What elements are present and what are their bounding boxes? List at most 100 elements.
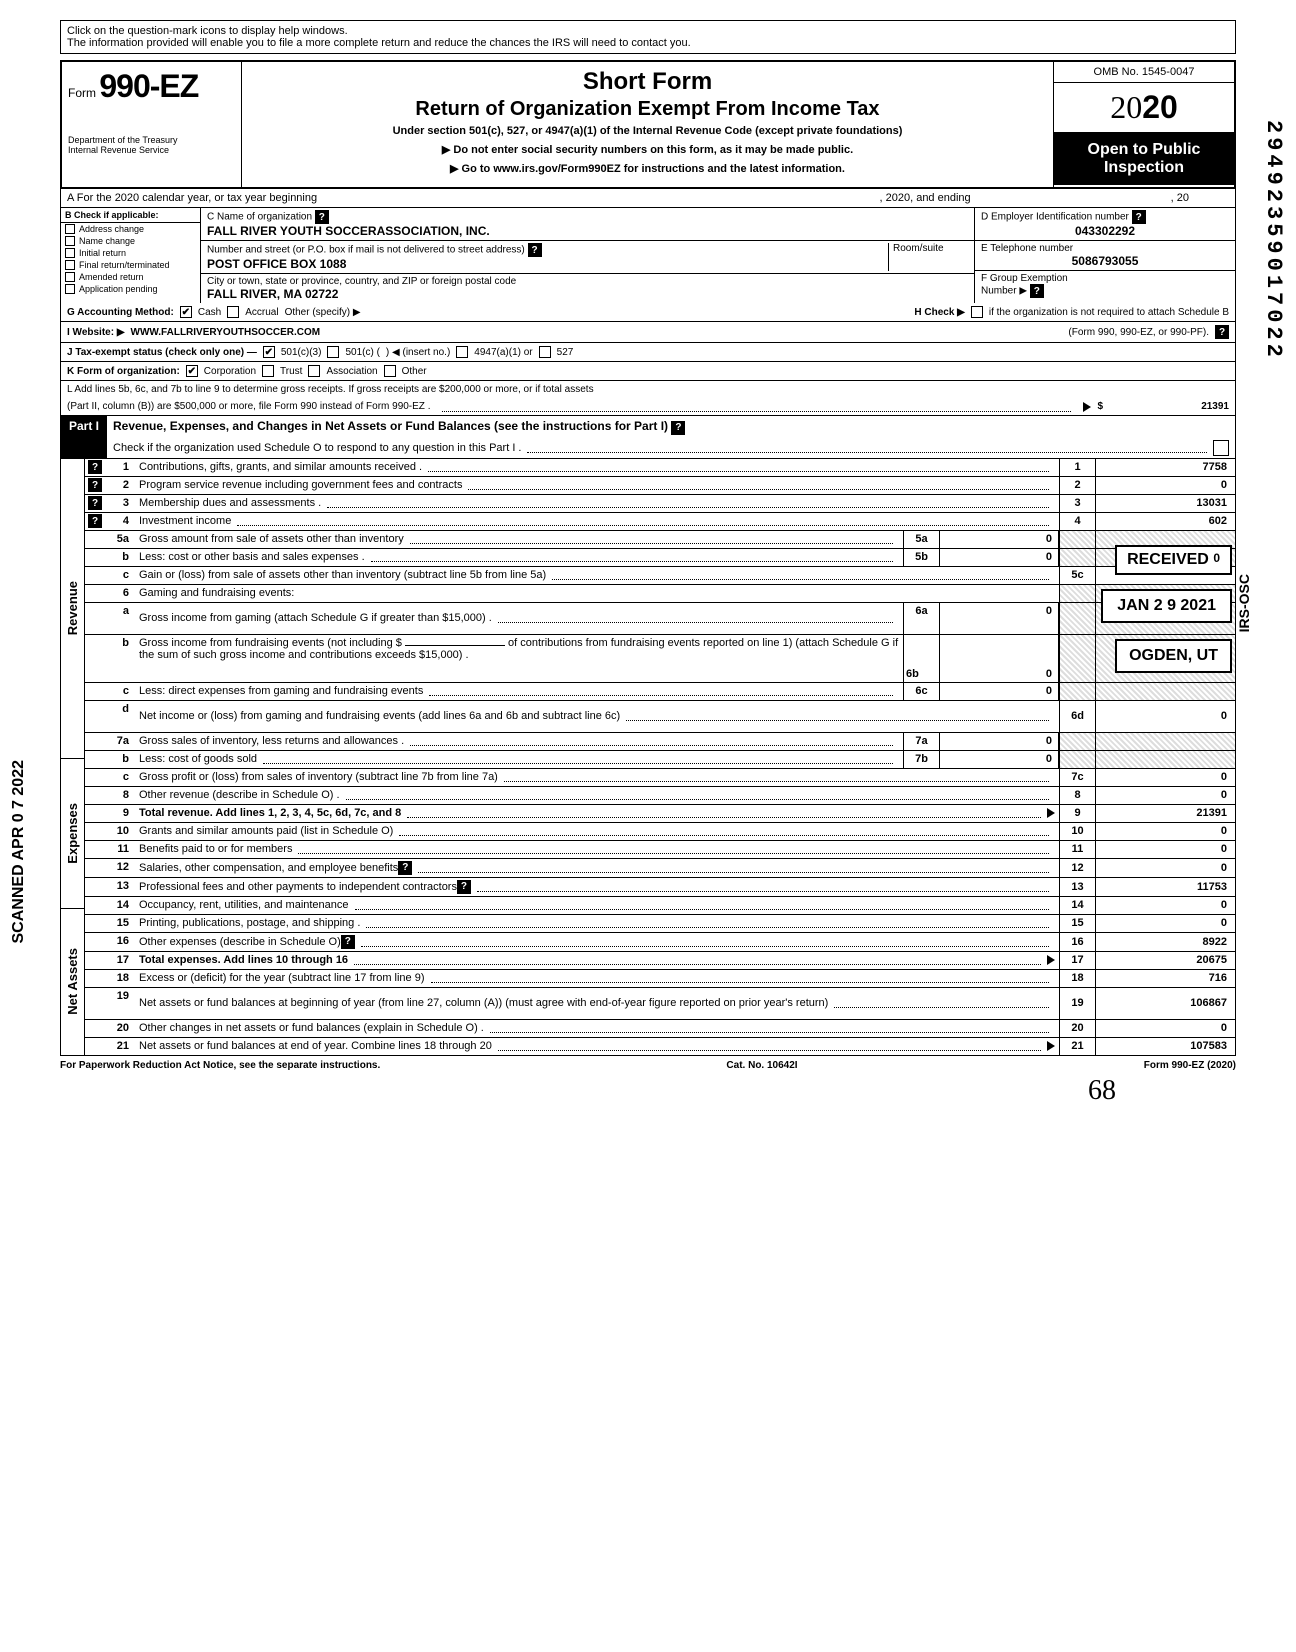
v: 0	[939, 635, 1059, 682]
help-icon[interactable]: ?	[315, 210, 329, 224]
year-1: 20	[1110, 89, 1142, 125]
chk-4947[interactable]	[456, 346, 468, 358]
help-note-1: Click on the question-mark icons to disp…	[67, 25, 1229, 37]
chk-h[interactable]	[971, 306, 983, 318]
chk-501c3[interactable]: ✔	[263, 346, 275, 358]
line-5a: 5aGross amount from sale of assets other…	[84, 531, 1236, 549]
ein: 043302292	[981, 224, 1229, 238]
line-a-end: , 20	[1171, 192, 1189, 204]
help-icon[interactable]: ?	[341, 935, 355, 949]
h-txt2: (Form 990, 990-EZ, or 990-PF).	[1068, 327, 1209, 338]
chk-initial[interactable]: Initial return	[61, 247, 200, 259]
t: Investment income	[139, 515, 231, 527]
help-icon[interactable]: ?	[88, 496, 102, 510]
line-2: ?2Program service revenue including gove…	[84, 477, 1236, 495]
t: Benefits paid to or for members	[139, 843, 292, 855]
chk-trust[interactable]	[262, 365, 274, 377]
ssn-warning: ▶ Do not enter social security numbers o…	[252, 143, 1043, 156]
d-lbl: D Employer Identification number	[981, 212, 1129, 223]
k-lbl: K Form of organization:	[67, 366, 180, 377]
v: 716	[1095, 970, 1235, 987]
chk-corp[interactable]: ✔	[186, 365, 198, 377]
dln-stamp: 29492359017022	[1261, 120, 1286, 361]
t: Less: direct expenses from gaming and fu…	[139, 685, 423, 697]
chk-address[interactable]: Address change	[61, 223, 200, 235]
chk-sched-o[interactable]	[1213, 440, 1229, 456]
chk-other[interactable]	[384, 365, 396, 377]
chk-final[interactable]: Final return/terminated	[61, 259, 200, 271]
chk-501c[interactable]	[327, 346, 339, 358]
chk-amended[interactable]: Amended return	[61, 271, 200, 283]
org-name: FALL RIVER YOUTH SOCCERASSOCIATION, INC.	[207, 224, 968, 238]
g-cash: Cash	[198, 307, 221, 318]
help-icon[interactable]: ?	[88, 478, 102, 492]
room-lbl: Room/suite	[893, 243, 944, 254]
row-l2: (Part II, column (B)) are $500,000 or mo…	[60, 398, 1236, 416]
help-icon[interactable]: ?	[1215, 325, 1229, 339]
line-20: 20Other changes in net assets or fund ba…	[84, 1020, 1236, 1038]
chk-cash[interactable]: ✔	[180, 306, 192, 318]
v: 0	[939, 683, 1059, 700]
omb-number: OMB No. 1545-0047	[1054, 62, 1234, 83]
help-note: Click on the question-mark icons to disp…	[60, 20, 1236, 54]
inspect-2: Inspection	[1058, 159, 1230, 177]
arrow-icon	[1047, 955, 1055, 965]
arrow-icon	[1083, 402, 1091, 412]
date-stamp: JAN 2 9 2021	[1101, 589, 1232, 623]
irs-osc-stamp: IRS-OSC	[1236, 574, 1252, 632]
phone: 5086793055	[981, 254, 1229, 268]
help-icon[interactable]: ?	[1030, 284, 1044, 298]
v: 21391	[1095, 805, 1235, 822]
lbl: Name change	[79, 236, 135, 246]
side-expenses: Expenses	[65, 795, 80, 872]
help-icon[interactable]: ?	[1132, 210, 1146, 224]
part1-badge: Part I	[61, 416, 107, 458]
ogden-stamp: OGDEN, UT	[1115, 639, 1232, 673]
url-line: ▶ Go to www.irs.gov/Form990EZ for instru…	[252, 162, 1043, 175]
title-return: Return of Organization Exempt From Incom…	[252, 98, 1043, 121]
help-icon[interactable]: ?	[528, 243, 542, 257]
chk-name[interactable]: Name change	[61, 235, 200, 247]
t: Excess or (deficit) for the year (subtra…	[139, 972, 425, 984]
g-other: Other (specify) ▶	[285, 307, 361, 318]
line-5c: cGain or (loss) from sale of assets othe…	[84, 567, 1236, 585]
j-b: 501(c) (	[345, 347, 379, 358]
t: Net income or (loss) from gaming and fun…	[139, 710, 620, 722]
v: 0	[1095, 701, 1235, 732]
v: 0	[1095, 769, 1235, 786]
lines-grid: RECEIVED 0 JAN 2 9 2021 OGDEN, UT IRS-OS…	[60, 459, 1236, 1056]
footer-mid: Cat. No. 10642I	[726, 1060, 797, 1071]
title-short-form: Short Form	[252, 68, 1043, 96]
j-c: ) ◀ (insert no.)	[386, 347, 450, 358]
help-icon[interactable]: ?	[457, 880, 471, 894]
chk-527[interactable]	[539, 346, 551, 358]
chk-assoc[interactable]	[308, 365, 320, 377]
v: 0	[939, 549, 1059, 566]
t: Program service revenue including govern…	[139, 479, 462, 491]
chk-pending[interactable]: Application pending	[61, 283, 200, 295]
j-a: 501(c)(3)	[281, 347, 322, 358]
h-lbl: H Check ▶	[914, 307, 964, 318]
help-icon[interactable]: ?	[398, 861, 412, 875]
line-a-pre: A For the 2020 calendar year, or tax yea…	[67, 192, 317, 204]
line-a: A For the 2020 calendar year, or tax yea…	[60, 189, 1236, 208]
footer-right: Form 990-EZ (2020)	[1144, 1060, 1236, 1071]
help-icon[interactable]: ?	[88, 514, 102, 528]
lbl: Address change	[79, 224, 144, 234]
c-city-lbl: City or town, state or province, country…	[207, 276, 516, 287]
t: Total revenue. Add lines 1, 2, 3, 4, 5c,…	[139, 807, 401, 819]
line-3: ?3Membership dues and assessments .31303…	[84, 495, 1236, 513]
open-inspection: Open to Public Inspection	[1054, 133, 1234, 185]
form-prefix: Form	[68, 86, 96, 100]
tax-year: 2020	[1054, 83, 1234, 133]
line-12: 12Salaries, other compensation, and empl…	[84, 859, 1236, 878]
signature: 68	[60, 1075, 1236, 1107]
help-icon[interactable]: ?	[671, 421, 685, 435]
line-1: ?1Contributions, gifts, grants, and simi…	[84, 459, 1236, 477]
part1-title: Revenue, Expenses, and Changes in Net As…	[113, 419, 668, 433]
year-2: 20	[1142, 89, 1178, 125]
row-g-h: G Accounting Method: ✔Cash Accrual Other…	[60, 303, 1236, 322]
help-note-2: The information provided will enable you…	[67, 37, 1229, 49]
chk-accrual[interactable]	[227, 306, 239, 318]
help-icon[interactable]: ?	[88, 460, 102, 474]
